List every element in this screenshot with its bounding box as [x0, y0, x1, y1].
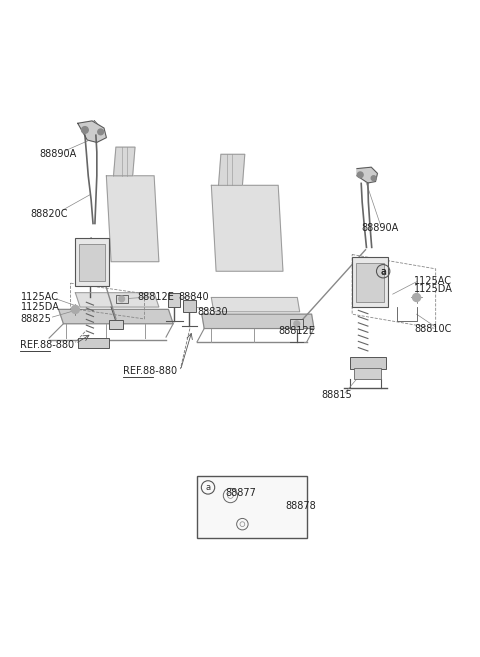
Bar [78, 338, 109, 348]
Text: 1125DA: 1125DA [414, 284, 453, 294]
Text: REF.88-880: REF.88-880 [123, 367, 177, 376]
Circle shape [413, 294, 420, 302]
Text: 88878: 88878 [285, 501, 316, 511]
Bar [109, 320, 123, 328]
Text: 88825: 88825 [21, 314, 51, 324]
Circle shape [294, 321, 300, 327]
Text: 88890A: 88890A [362, 223, 399, 233]
Bar [354, 368, 381, 378]
Text: 88840: 88840 [178, 292, 209, 302]
Text: 88877: 88877 [226, 488, 256, 498]
Bar [350, 357, 385, 369]
Polygon shape [211, 298, 300, 312]
Text: 88812E: 88812E [278, 326, 315, 336]
Circle shape [82, 127, 88, 133]
Circle shape [98, 129, 104, 135]
Text: a: a [205, 483, 211, 492]
Polygon shape [59, 309, 173, 324]
Text: a: a [381, 267, 386, 276]
Polygon shape [202, 314, 314, 328]
Polygon shape [107, 176, 159, 261]
Circle shape [358, 172, 363, 177]
Polygon shape [78, 121, 107, 143]
Text: 88890A: 88890A [39, 149, 77, 159]
Bar [75, 238, 109, 286]
Polygon shape [114, 147, 135, 176]
Text: 88810C: 88810C [414, 323, 452, 334]
Text: 1125AC: 1125AC [21, 292, 59, 302]
Text: 1125AC: 1125AC [414, 276, 452, 286]
Polygon shape [211, 185, 283, 271]
Circle shape [371, 176, 376, 181]
FancyBboxPatch shape [197, 476, 307, 539]
Polygon shape [75, 293, 159, 307]
Bar [79, 244, 105, 281]
Text: 88830: 88830 [197, 307, 228, 317]
Text: 1125DA: 1125DA [21, 302, 60, 312]
Circle shape [72, 306, 79, 313]
Bar [168, 293, 180, 307]
Bar [116, 294, 128, 304]
Polygon shape [357, 167, 377, 183]
Circle shape [119, 296, 124, 302]
Polygon shape [218, 154, 245, 185]
Text: 88812E: 88812E [137, 292, 174, 302]
Text: 88820C: 88820C [30, 209, 68, 219]
Bar [183, 300, 196, 312]
Text: a: a [381, 267, 387, 277]
Bar [290, 319, 303, 328]
Bar [356, 263, 384, 302]
Bar [352, 257, 388, 307]
Text: 88815: 88815 [321, 390, 352, 400]
Text: REF.88-880: REF.88-880 [21, 340, 74, 350]
